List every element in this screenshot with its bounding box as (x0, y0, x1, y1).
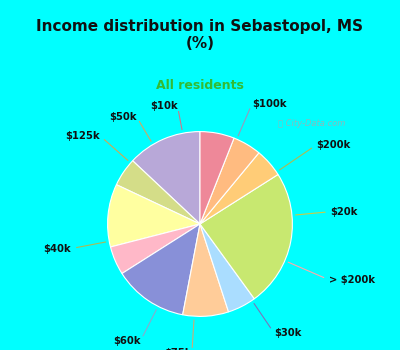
Text: $30k: $30k (274, 328, 301, 337)
Text: $20k: $20k (331, 206, 358, 217)
Wedge shape (122, 224, 200, 315)
Text: $40k: $40k (44, 244, 71, 254)
Wedge shape (200, 153, 278, 224)
Wedge shape (183, 224, 228, 316)
Wedge shape (200, 224, 254, 312)
Text: ⓘ City-Data.com: ⓘ City-Data.com (278, 119, 346, 128)
Wedge shape (110, 224, 200, 273)
Text: All residents: All residents (156, 79, 244, 92)
Text: $50k: $50k (109, 112, 136, 122)
Wedge shape (200, 175, 292, 299)
Wedge shape (116, 161, 200, 224)
Wedge shape (133, 132, 200, 224)
Wedge shape (108, 185, 200, 247)
Text: $100k: $100k (252, 99, 287, 108)
Text: $125k: $125k (66, 131, 100, 141)
Text: $60k: $60k (113, 336, 140, 346)
Text: Income distribution in Sebastopol, MS
(%): Income distribution in Sebastopol, MS (%… (36, 19, 364, 51)
Text: > $200k: > $200k (329, 275, 375, 285)
Text: $10k: $10k (150, 101, 178, 111)
Wedge shape (200, 132, 234, 224)
Text: $75k: $75k (164, 348, 192, 350)
Text: $200k: $200k (316, 140, 350, 150)
Wedge shape (200, 138, 259, 224)
